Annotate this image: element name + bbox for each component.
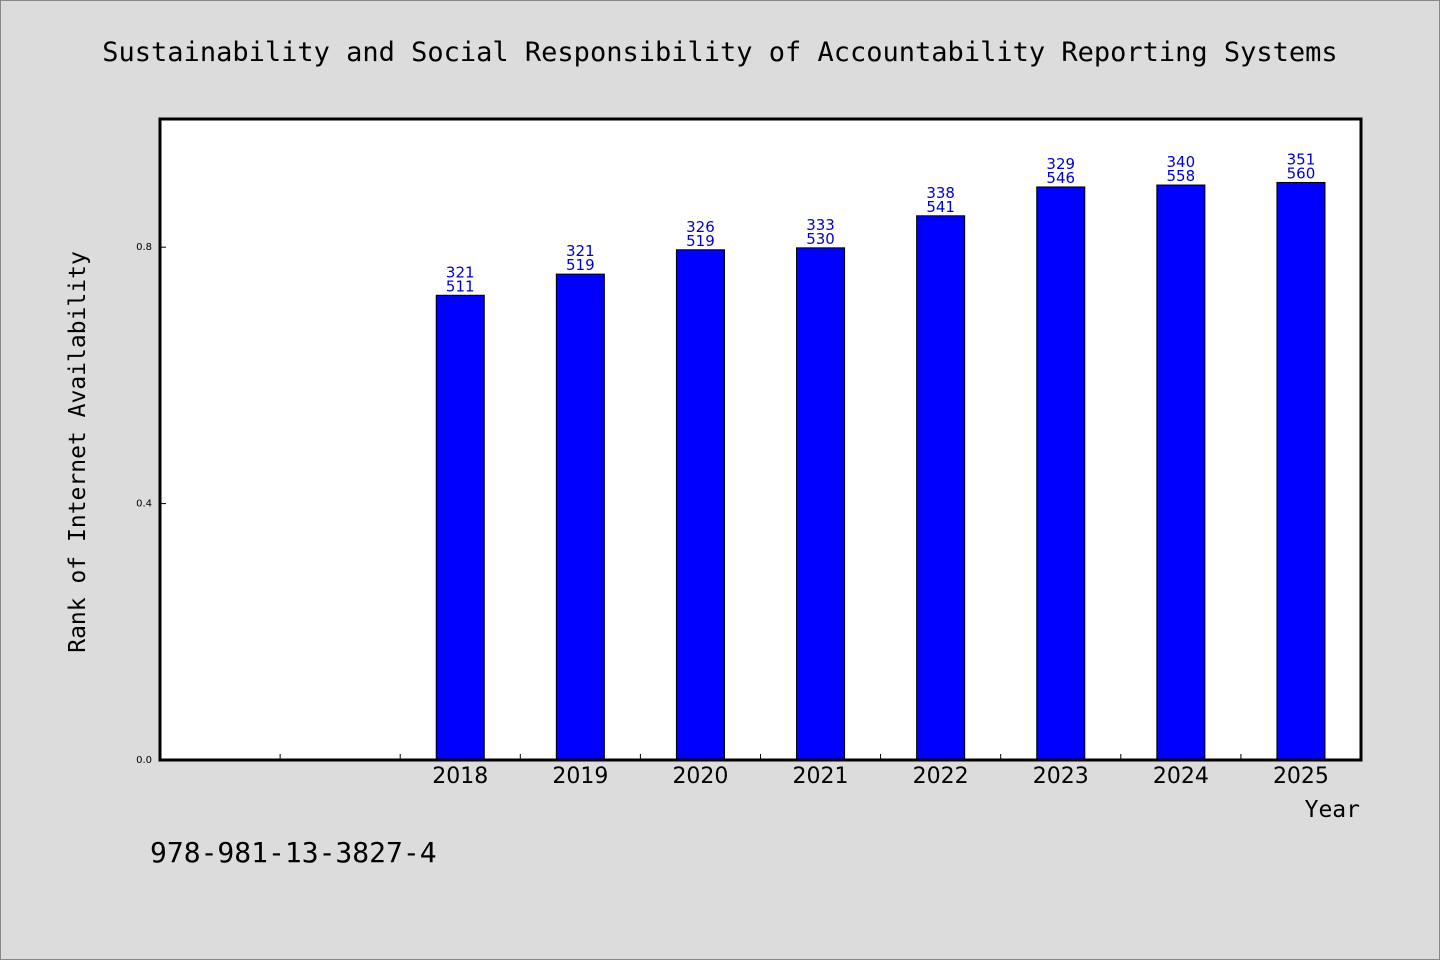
data-label-top: 338 bbox=[926, 184, 955, 202]
data-label-bottom: 530 bbox=[806, 230, 835, 248]
bar bbox=[916, 215, 966, 761]
data-label-top: 333 bbox=[806, 216, 835, 234]
data-label-bottom: 519 bbox=[566, 256, 595, 274]
data-label-bottom: 519 bbox=[686, 232, 715, 250]
x-axis-label: Year bbox=[1305, 797, 1360, 823]
data-label-bottom: 546 bbox=[1046, 169, 1075, 187]
x-tick-label: 2023 bbox=[1033, 764, 1089, 789]
data-label-top: 329 bbox=[1046, 155, 1075, 173]
y-tick-label: 0.4 bbox=[136, 499, 152, 510]
data-label-bottom: 558 bbox=[1167, 167, 1196, 185]
y-tick-label: 0.0 bbox=[136, 755, 152, 766]
bar bbox=[1156, 184, 1206, 761]
y-axis-label: Rank of Internet Availability bbox=[65, 251, 91, 653]
chart-title: Sustainability and Social Responsibility… bbox=[102, 37, 1337, 68]
x-tick-label: 2020 bbox=[672, 764, 728, 789]
data-label-bottom: 541 bbox=[926, 198, 955, 216]
data-label-top: 340 bbox=[1167, 153, 1196, 171]
data-label-bottom: 511 bbox=[446, 277, 475, 295]
axis-ticks-group: 0.0 0.4 0.8 2018 2019 2020 2021 2022 2023 2024 202… bbox=[136, 242, 1329, 789]
data-label-top: 326 bbox=[686, 218, 715, 236]
data-label-top: 321 bbox=[566, 242, 595, 260]
data-label-top: 321 bbox=[446, 263, 475, 281]
x-tick-label: 2024 bbox=[1153, 764, 1209, 789]
bar bbox=[1276, 181, 1326, 761]
bar bbox=[1036, 186, 1086, 761]
x-tick-label: 2022 bbox=[913, 764, 969, 789]
x-tick-label: 2018 bbox=[432, 764, 488, 789]
y-tick-label: 0.8 bbox=[136, 242, 152, 253]
bar bbox=[555, 273, 605, 761]
data-label-top: 351 bbox=[1287, 150, 1316, 168]
bar bbox=[675, 249, 725, 761]
x-tick-label: 2021 bbox=[793, 764, 849, 789]
x-tick-label: 2019 bbox=[552, 764, 608, 789]
x-tick-label: 2025 bbox=[1273, 764, 1329, 789]
bar bbox=[435, 294, 485, 761]
bar bbox=[796, 247, 846, 761]
data-label-bottom: 560 bbox=[1287, 164, 1316, 182]
plot-frame bbox=[158, 117, 1363, 762]
footer-isbn: 978-981-13-3827-4 bbox=[150, 836, 437, 869]
